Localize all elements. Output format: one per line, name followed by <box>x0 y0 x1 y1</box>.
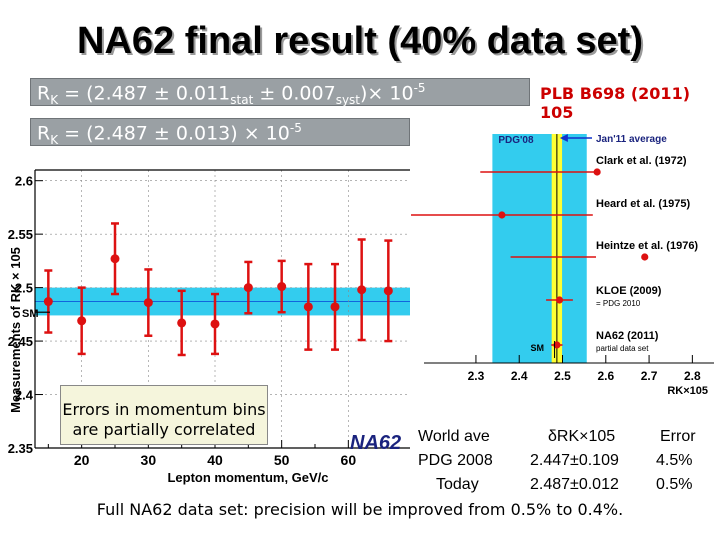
rk-exponent: -5 <box>289 121 302 135</box>
rk-result-total: RK = (2.487 ± 0.013) × 10-5 <box>30 118 410 148</box>
table-header: Error <box>660 428 696 445</box>
measurement-point <box>555 296 564 304</box>
inset-x-tick-label: 2.8 <box>684 369 701 383</box>
measurement-point <box>498 211 506 219</box>
data-point <box>143 298 153 308</box>
measurement-note: = PDG 2010 <box>596 299 641 308</box>
data-point <box>330 302 340 312</box>
data-point <box>243 283 253 293</box>
inset-x-tick-label: 2.5 <box>554 369 571 383</box>
footer-note: Full NA62 data set: precision will be im… <box>96 500 624 519</box>
inset-sm-label: SM <box>531 343 545 353</box>
y-axis-label: Measurements of RK × 105 <box>8 247 23 413</box>
rk-multiplier: )× 10 <box>360 82 414 105</box>
rk-value-stat: = (2.487 ± 0.011 <box>58 82 231 105</box>
errors-note-line: are partially correlated <box>72 420 256 439</box>
rk-exponent: -5 <box>413 81 426 95</box>
na62-label: NA62 <box>350 432 402 454</box>
publication-reference: PLB B698 (2011) 105 <box>540 84 691 122</box>
rk-symbol: R <box>37 122 51 145</box>
stat-subscript: stat <box>230 93 254 108</box>
data-point <box>177 318 187 328</box>
table-cell: 0.5% <box>656 476 693 493</box>
average-arrowhead <box>559 134 568 142</box>
syst-subscript: syst <box>335 93 361 108</box>
data-point <box>43 297 53 307</box>
x-tick-label: 20 <box>74 452 90 468</box>
sm-label: SM <box>22 308 39 320</box>
inset-x-tick-label: 2.4 <box>511 369 528 383</box>
x-tick-label: 30 <box>141 452 157 468</box>
data-point <box>383 286 393 296</box>
y-tick-label: 2.4 <box>15 388 34 403</box>
data-point <box>303 302 313 312</box>
inset-x-tick-label: 2.7 <box>641 369 658 383</box>
measurement-label: KLOE (2009) <box>596 285 662 297</box>
x-axis-label: Lepton momentum, GeV/c <box>167 470 328 485</box>
measurement-point <box>641 253 649 261</box>
data-point <box>77 316 87 326</box>
pdg-band <box>492 134 587 363</box>
y-tick-label: 2.55 <box>8 227 33 242</box>
measurement-label: NA62 (2011) <box>596 330 659 342</box>
data-point <box>277 282 287 292</box>
measurement-note: partial data set <box>596 344 649 353</box>
rk-result-stat-syst: RK = (2.487 ± 0.011stat ± 0.007syst)× 10… <box>30 78 530 108</box>
y-tick-label: 2.45 <box>8 334 33 349</box>
rk-subscript: K <box>50 93 59 108</box>
inset-x-tick-label: 2.6 <box>597 369 614 383</box>
inset-x-axis-label: RK×105 <box>667 385 708 397</box>
y-tick-label: 2.5 <box>15 281 33 296</box>
rk-value-syst: ± 0.007 <box>253 82 336 105</box>
x-tick-label: 40 <box>207 452 223 468</box>
y-tick-label: 2.6 <box>15 174 33 189</box>
table-cell: 2.487±0.012 <box>530 476 619 493</box>
measurement-point <box>553 341 561 349</box>
pdg-label: PDG'08 <box>498 135 534 146</box>
errors-correlation-note: Errors in momentum bins are partially co… <box>60 385 268 445</box>
results-table: World ave δRK×105 Error PDG 2008 2.447±0… <box>410 425 710 500</box>
errors-note-line: Errors in momentum bins <box>62 400 266 419</box>
table-cell: PDG 2008 <box>418 452 493 469</box>
inset-x-tick-label: 2.3 <box>468 369 485 383</box>
table-header: δRK×105 <box>548 428 616 445</box>
x-tick-label: 50 <box>274 452 290 468</box>
table-cell: Today <box>436 476 479 493</box>
world-measurements-chart: Clark et al. (1972) Heard et al. (1975) He… <box>410 128 720 430</box>
table-header: World ave <box>418 428 490 445</box>
table-cell: 4.5% <box>656 452 693 469</box>
average-label: Jan'11 average <box>596 134 667 145</box>
rk-subscript: K <box>50 133 59 148</box>
data-point <box>110 254 120 264</box>
measurement-label: Heintze et al. (1976) <box>596 240 698 252</box>
y-tick-label: 2.35 <box>8 441 33 456</box>
rk-symbol: R <box>37 82 51 105</box>
slide-title: NA62 final result (40% data set) <box>77 20 643 62</box>
x-tick-label: 60 <box>341 452 357 468</box>
measurement-label: Heard et al. (1975) <box>596 198 690 210</box>
measurement-label: Clark et al. (1972) <box>596 155 687 167</box>
data-point <box>210 319 220 329</box>
table-cell: 2.447±0.109 <box>530 452 619 469</box>
measurement-point <box>593 168 601 176</box>
data-point <box>357 285 367 295</box>
rk-value-total: = (2.487 ± 0.013) × 10 <box>58 122 290 145</box>
